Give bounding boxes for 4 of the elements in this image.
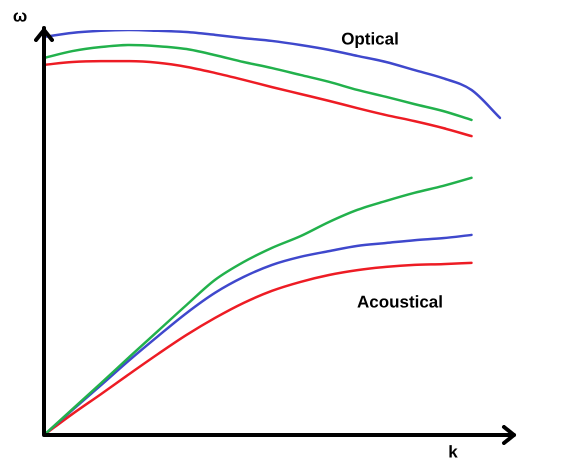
x-axis-title: k <box>448 442 458 462</box>
annotation: Optical <box>341 30 399 49</box>
annotation: Acoustical <box>357 292 443 312</box>
y-axis-title: ω <box>12 6 28 26</box>
